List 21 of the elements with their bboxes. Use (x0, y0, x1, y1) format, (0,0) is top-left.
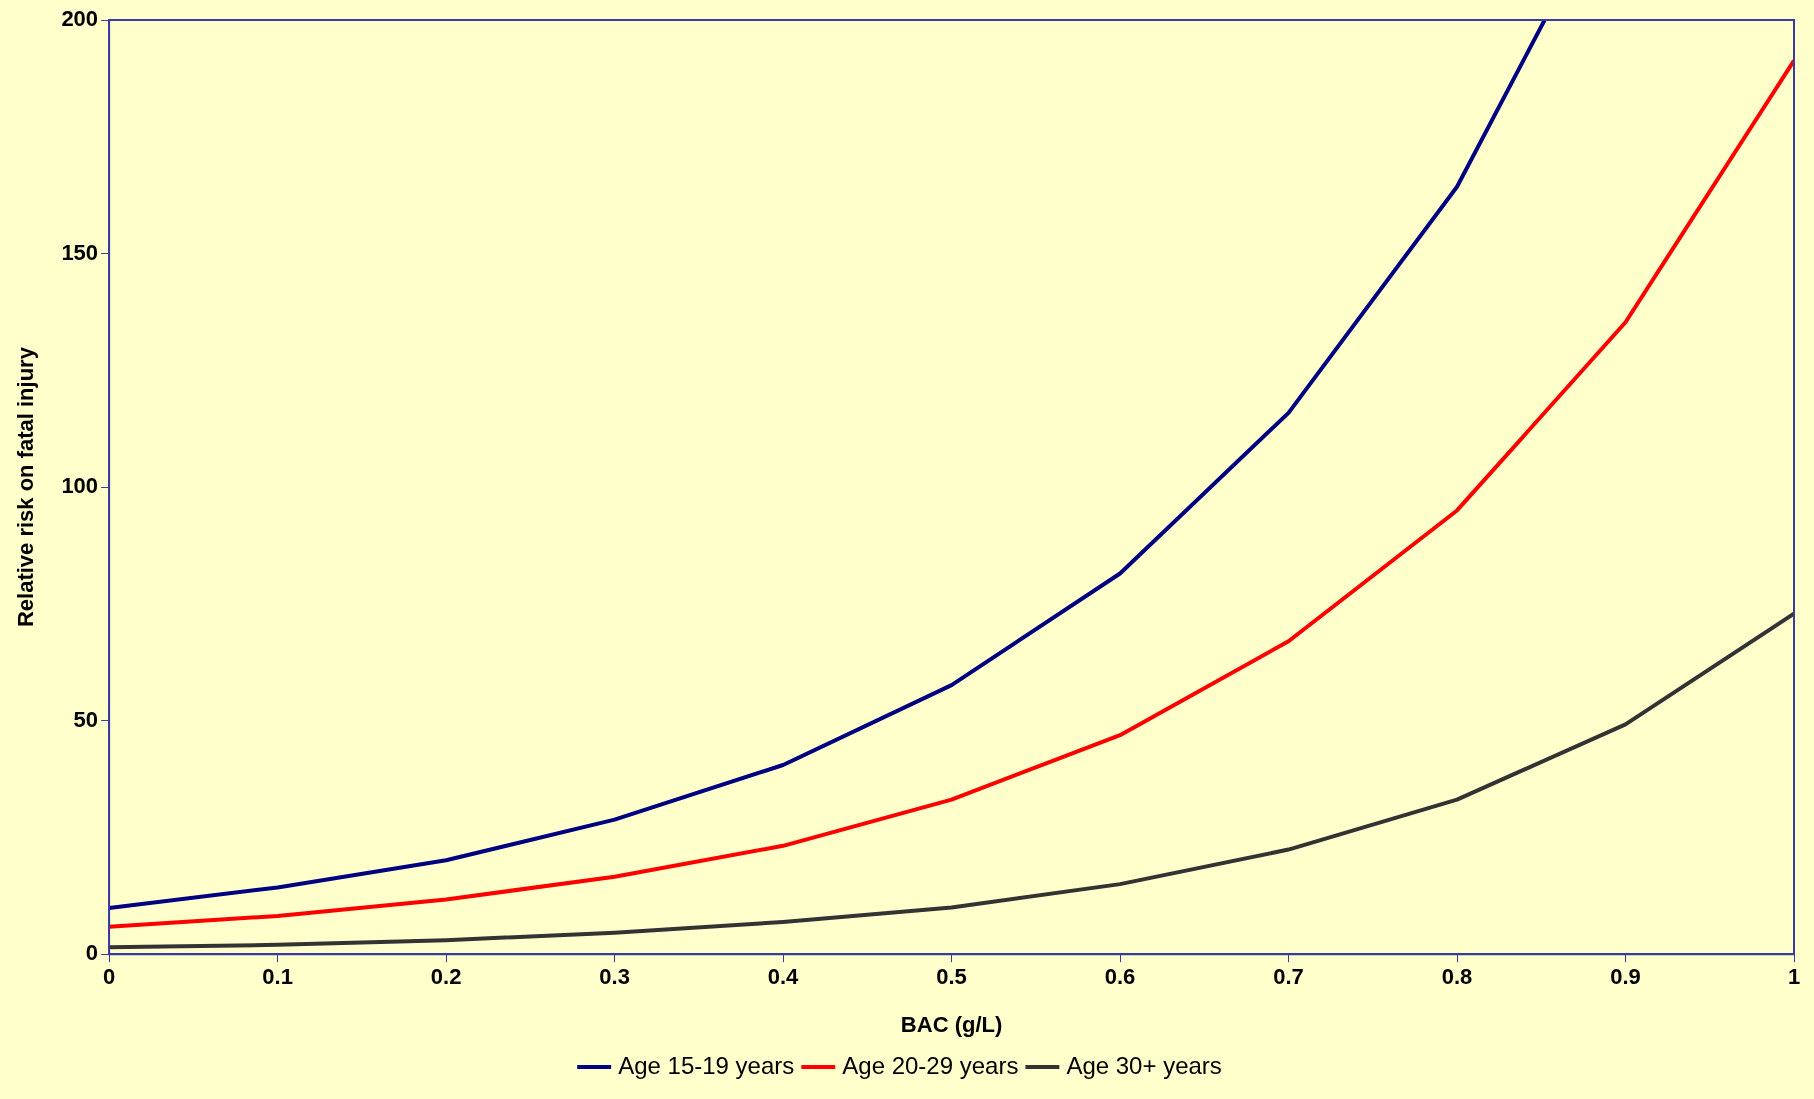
y-tick-label: 200 (61, 6, 99, 32)
x-tick-label: 1 (1787, 964, 1801, 990)
y-tick-label: 150 (61, 239, 99, 265)
x-tick-label: 0.9 (1610, 964, 1641, 990)
y-tick-label: 100 (61, 473, 99, 499)
x-tick-label: 0.1 (262, 964, 293, 990)
y-axis-title: Relative risk on fatal injury (13, 346, 39, 628)
x-tick-label: 0.2 (430, 964, 462, 990)
x-tick-label: 0.7 (1273, 964, 1304, 990)
x-tick-label: 0.6 (1104, 964, 1136, 990)
legend-label: Age 15-19 years (618, 1051, 795, 1079)
y-tick-label: 50 (73, 706, 99, 732)
x-tick-label: 0.3 (599, 964, 630, 990)
x-tick-label: 0.5 (936, 964, 967, 990)
x-tick-label: 0 (102, 964, 116, 990)
x-axis-title: BAC (g/L) (900, 1011, 1003, 1037)
legend-label: Age 20-29 years (842, 1051, 1019, 1079)
y-tick-label: 0 (85, 940, 99, 966)
x-tick-label: 0.8 (1441, 964, 1473, 990)
legend-label: Age 30+ years (1066, 1051, 1222, 1079)
x-tick-label: 0.4 (767, 964, 800, 990)
